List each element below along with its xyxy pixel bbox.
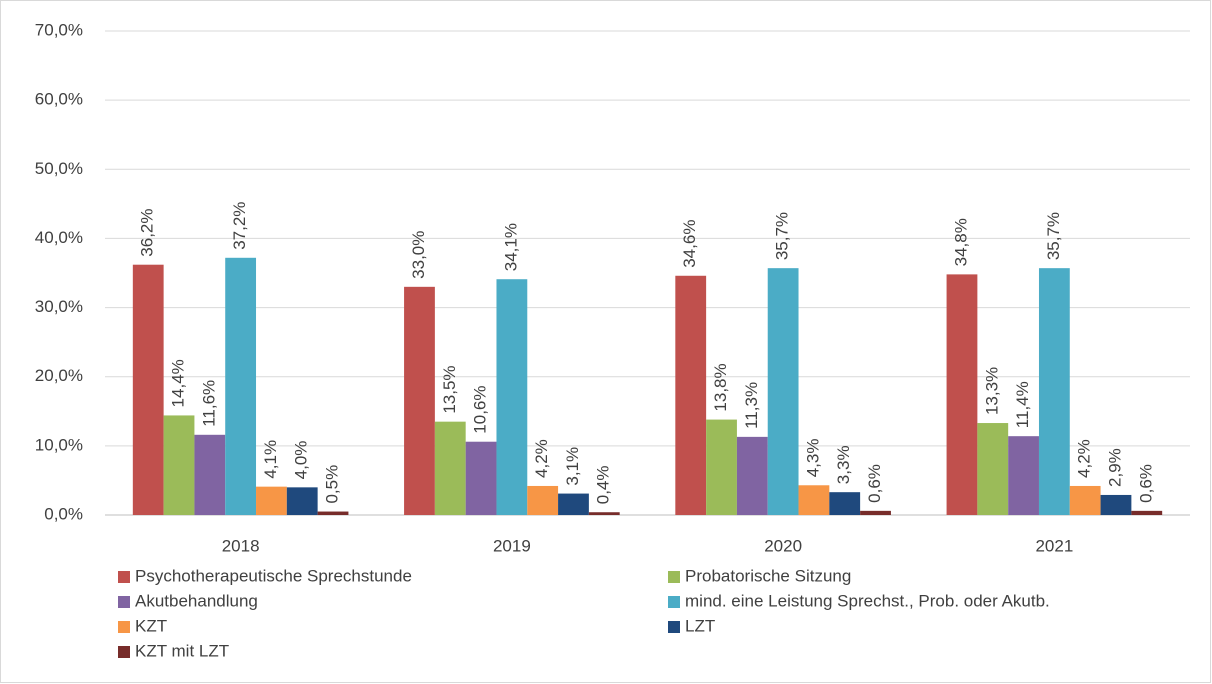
legend-label: Akutbehandlung <box>135 591 258 610</box>
x-tick-label: 2020 <box>764 536 802 555</box>
bar <box>706 419 737 515</box>
data-label: 33,0% <box>409 231 428 279</box>
bar <box>1069 485 1101 515</box>
data-label: 13,3% <box>982 367 1001 415</box>
bar <box>496 279 528 515</box>
bar <box>465 441 497 515</box>
data-label: 0,5% <box>323 465 342 504</box>
data-label: 0,4% <box>594 465 613 504</box>
bar <box>558 493 589 515</box>
y-tick-label: 40,0% <box>35 228 83 247</box>
bar <box>798 485 830 515</box>
bar <box>1008 436 1039 515</box>
data-label: 34,1% <box>501 223 520 271</box>
data-label: 11,3% <box>742 382 761 429</box>
bar <box>946 274 978 515</box>
data-label: 2,9% <box>1105 448 1124 487</box>
legend-label: mind. eine Leistung Sprechst., Prob. ode… <box>685 591 1050 610</box>
bar <box>1100 494 1132 515</box>
bar <box>736 436 768 515</box>
bar <box>675 275 707 515</box>
bar <box>527 485 559 515</box>
data-label: 3,1% <box>563 447 582 486</box>
data-label: 34,8% <box>951 218 970 266</box>
data-label: 4,0% <box>292 441 311 480</box>
bar <box>225 257 257 515</box>
y-tick-label: 10,0% <box>35 435 83 454</box>
bar <box>194 434 226 515</box>
data-label: 13,5% <box>440 365 459 413</box>
x-tick-label: 2019 <box>493 536 531 555</box>
data-label: 37,2% <box>230 202 249 250</box>
legend-label: KZT mit LZT <box>135 641 229 660</box>
legend-swatch <box>118 571 130 583</box>
bar <box>163 415 195 515</box>
data-label: 4,3% <box>803 439 822 478</box>
bar <box>977 423 1009 515</box>
legend-swatch <box>118 621 130 633</box>
bar <box>256 486 287 515</box>
data-label: 14,4% <box>169 359 188 407</box>
bar <box>767 268 799 515</box>
bar <box>317 511 349 515</box>
data-label: 34,6% <box>680 220 699 268</box>
legend-label: LZT <box>685 616 715 635</box>
data-label: 10,6% <box>471 386 490 434</box>
bar <box>286 487 318 515</box>
legend-label: Probatorische Sitzung <box>685 566 851 585</box>
x-tick-label: 2018 <box>222 536 260 555</box>
bar <box>860 510 891 515</box>
x-tick-label: 2021 <box>1035 536 1073 555</box>
y-tick-label: 50,0% <box>35 159 83 178</box>
data-label: 0,6% <box>865 464 884 503</box>
y-tick-label: 60,0% <box>35 90 83 109</box>
data-label: 4,1% <box>261 440 280 479</box>
bar <box>1038 268 1070 515</box>
y-tick-label: 30,0% <box>35 297 83 316</box>
y-tick-label: 70,0% <box>35 20 83 39</box>
data-label: 13,8% <box>711 363 730 411</box>
data-label: 36,2% <box>138 208 157 256</box>
bar <box>404 286 435 515</box>
data-label: 35,7% <box>1044 212 1063 260</box>
legend-swatch <box>668 596 680 608</box>
data-label: 35,7% <box>773 212 792 260</box>
data-label: 3,3% <box>834 445 853 484</box>
data-label: 0,6% <box>1136 464 1155 503</box>
legend-swatch <box>118 646 130 658</box>
data-label: 4,2% <box>1075 439 1094 478</box>
bar <box>588 512 620 515</box>
legend-swatch <box>118 596 130 608</box>
data-label: 11,4% <box>1013 381 1032 428</box>
data-label: 11,6% <box>199 380 218 427</box>
legend-swatch <box>668 571 680 583</box>
y-tick-label: 0,0% <box>44 504 83 523</box>
y-tick-label: 20,0% <box>35 366 83 385</box>
bar <box>434 421 466 515</box>
legend-swatch <box>668 621 680 633</box>
bar <box>829 492 861 515</box>
bar <box>1131 510 1163 515</box>
bar <box>132 264 164 515</box>
legend-label: Psychotherapeutische Sprechstunde <box>135 566 412 585</box>
legend-label: KZT <box>135 616 167 635</box>
data-label: 4,2% <box>532 439 551 478</box>
